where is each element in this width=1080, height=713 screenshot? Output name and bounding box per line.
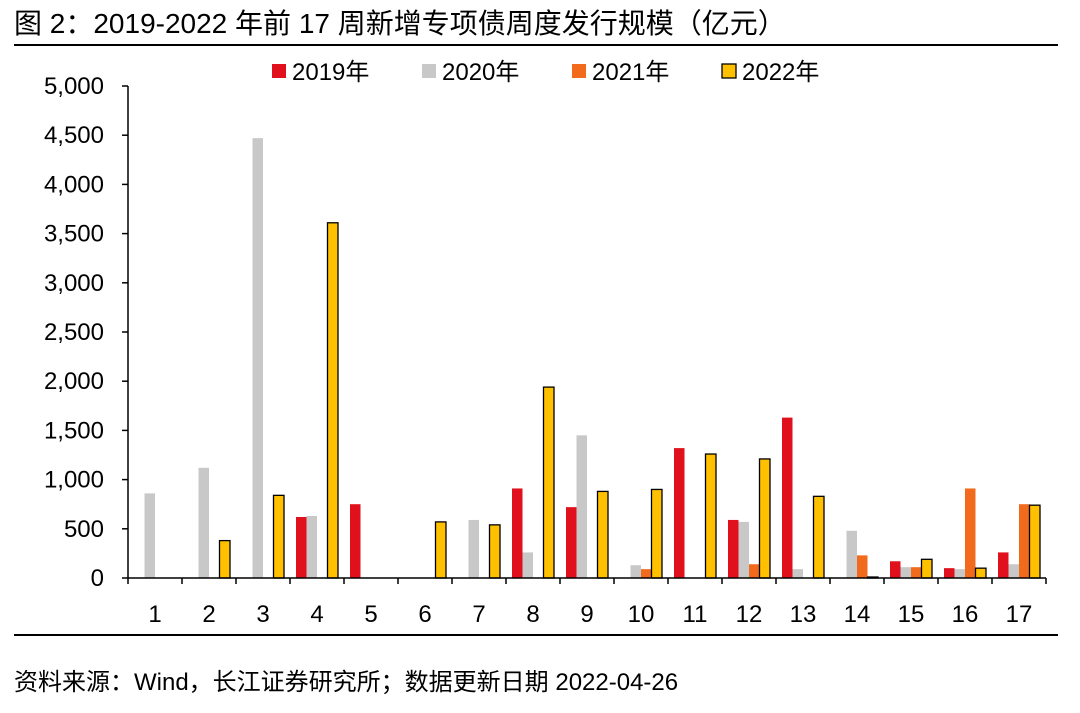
y-tick-label: 2,000 [44, 368, 104, 395]
x-tick-label: 2 [202, 601, 215, 628]
title-divider [14, 44, 1058, 46]
x-tick-label: 3 [256, 601, 269, 628]
bar-2019年-11 [674, 448, 685, 578]
x-tick-label: 1 [148, 601, 161, 628]
y-tick-label: 5,000 [44, 73, 104, 100]
bar-2022年-4 [326, 222, 339, 579]
bar-2022年-8 [542, 386, 555, 579]
bar-2019年-16 [944, 568, 955, 578]
x-tick-label: 13 [790, 601, 817, 628]
bar-2019年-15 [890, 561, 901, 578]
bar-2020年-14 [846, 530, 857, 578]
bar-2021年-16 [965, 488, 976, 578]
y-tick-label: 2,500 [44, 319, 104, 346]
chart-legend: 2019年 2020年 2021年 2022年 [272, 59, 819, 86]
legend-swatch [572, 64, 586, 78]
bar-2022年-17 [1028, 504, 1041, 579]
bar-2020年-8 [522, 552, 533, 578]
x-tick-label: 11 [683, 601, 708, 628]
bar-2022年-13 [812, 495, 825, 579]
source-note: 资料来源：Wind，长江证券研究所；数据更新日期 2022-04-26 [14, 669, 679, 696]
bar-2019年-12 [728, 519, 739, 578]
x-axis: 1 2 3 4 5 6 7 8 9 10 11 12 13 14 15 16 17 [127, 577, 1047, 628]
footer-divider [14, 634, 1058, 636]
legend-label: 2020年 [442, 59, 519, 86]
bar-2021年-15 [911, 567, 922, 578]
bar-2021年-10 [641, 569, 652, 578]
x-tick-label: 10 [628, 601, 655, 628]
x-tick-label: 9 [580, 601, 593, 628]
bar-2022年-15 [920, 558, 933, 579]
y-axis: 0 500 1,000 1,500 2,000 2,500 3,000 3,500 4,000 4… [44, 73, 129, 592]
y-tick-label: 0 [91, 565, 104, 592]
bar-2020年-17 [1008, 564, 1019, 578]
bar-2019年-9 [566, 507, 577, 578]
legend-swatch [721, 63, 737, 79]
bar-2020年-12 [738, 521, 749, 578]
figure-title: 图 2：2019-2022 年前 17 周新增专项债周度发行规模（亿元） [14, 8, 786, 39]
bar-2020年-10 [630, 565, 641, 578]
x-tick-label: 4 [310, 601, 323, 628]
y-tick-label: 500 [64, 516, 104, 543]
bar-2022年-10 [650, 488, 663, 579]
bar-2022年-6 [434, 521, 447, 579]
bar-2022年-3 [272, 494, 285, 579]
x-tick-label: 15 [898, 601, 925, 628]
y-tick-label: 1,000 [44, 467, 104, 494]
x-tick-label: 6 [418, 601, 431, 628]
bar-2019年-17 [998, 552, 1009, 578]
bar-2020年-9 [576, 435, 587, 578]
bar-2021年-12 [749, 564, 760, 578]
x-tick-label: 12 [736, 601, 763, 628]
bar-2022年-9 [596, 490, 609, 579]
bar-2022年-16 [974, 567, 987, 579]
bar-2022年-7 [488, 524, 501, 579]
x-tick-label: 8 [526, 601, 539, 628]
bar-2021年-14 [857, 555, 868, 578]
x-tick-label: 7 [472, 601, 485, 628]
bar-2021年-17 [1019, 504, 1030, 578]
legend-swatch [272, 64, 286, 78]
x-tick-label: 5 [364, 601, 377, 628]
bar-2019年-4 [296, 516, 307, 578]
y-tick-label: 3,500 [44, 221, 104, 248]
legend-label: 2022年 [742, 59, 819, 86]
bar-series-group [144, 138, 1041, 579]
bar-2019年-8 [512, 488, 523, 578]
bar-2022年-2 [218, 539, 231, 579]
x-tick-label: 14 [844, 601, 871, 628]
x-tick-label: 16 [952, 601, 979, 628]
bar-2020年-7 [468, 519, 479, 578]
bar-2020年-4 [306, 516, 317, 578]
y-tick-label: 4,000 [44, 171, 104, 198]
y-tick-label: 3,000 [44, 270, 104, 297]
bar-2020年-1 [144, 493, 155, 578]
bar-2020年-2 [198, 467, 209, 578]
bar-2019年-5 [350, 504, 361, 578]
legend-label: 2021年 [592, 59, 669, 86]
bar-2020年-13 [792, 569, 803, 578]
bar-2020年-15 [900, 567, 911, 578]
y-tick-label: 4,500 [44, 122, 104, 149]
y-tick-label: 1,500 [44, 417, 104, 444]
bar-2022年-11 [704, 453, 717, 579]
legend-label: 2019年 [292, 59, 369, 86]
bar-2019年-13 [782, 417, 793, 578]
bar-2022年-12 [758, 458, 771, 579]
legend-swatch [422, 64, 436, 78]
bar-2020年-16 [954, 569, 965, 578]
bar-2020年-3 [252, 138, 263, 578]
x-tick-label: 17 [1006, 601, 1033, 628]
